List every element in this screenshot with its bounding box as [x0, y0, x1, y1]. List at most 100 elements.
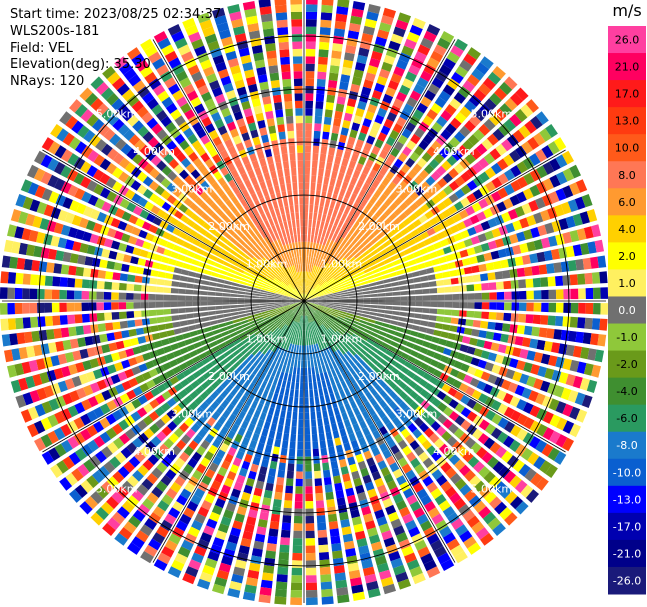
ray-gate [291, 419, 297, 427]
ray-gate [296, 301, 304, 303]
ray-gate [323, 417, 330, 426]
ray-gate [439, 372, 449, 382]
ray-gate [200, 411, 210, 422]
ray-gate [239, 316, 248, 322]
ray-gate [325, 306, 333, 310]
ray-gate [312, 441, 319, 450]
ray-gate [338, 365, 345, 374]
ray-gate [249, 346, 257, 354]
ray-gate [404, 38, 417, 50]
ray-gate [250, 129, 259, 139]
ray-gate [373, 403, 382, 413]
ray-gate [95, 139, 107, 152]
ray-gate [255, 317, 264, 322]
ray-gate [0, 318, 9, 331]
ray-gate [572, 213, 583, 227]
ray-gate [343, 353, 351, 361]
ray-gate [305, 145, 312, 153]
ray-gate [404, 196, 414, 206]
ray-gate [209, 80, 221, 91]
ray-gate [310, 264, 314, 273]
ray-gate [355, 397, 363, 407]
ray-gate [136, 184, 148, 195]
ray-gate [410, 330, 419, 337]
ray-gate [246, 312, 254, 316]
ray-gate [417, 546, 431, 558]
ray-gate [478, 393, 489, 404]
ray-gate [167, 421, 178, 432]
ray-gate [444, 302, 453, 308]
ray-gate [153, 253, 163, 262]
ray-gate [333, 186, 340, 195]
ray-gate [478, 83, 492, 96]
ray-gate [453, 360, 463, 370]
ray-gate [160, 189, 171, 200]
ray-gate [416, 353, 426, 361]
ray-gate [458, 276, 467, 284]
ray-gate [364, 192, 372, 201]
ray-gate [503, 183, 515, 196]
ray-gate [200, 381, 210, 390]
ray-gate [148, 309, 157, 317]
ray-gate [297, 279, 301, 287]
ray-gate [89, 280, 98, 289]
ray-gate [170, 251, 179, 259]
ray-gate [304, 204, 309, 213]
ray-gate [474, 109, 487, 122]
ray-gate [331, 233, 338, 242]
ray-gate [183, 507, 195, 519]
ray-gate [267, 57, 278, 67]
ray-gate [212, 329, 221, 335]
ray-gate [308, 227, 312, 235]
ray-gate [227, 162, 236, 172]
ray-gate [453, 428, 465, 439]
ray-gate [290, 433, 297, 442]
ray-gate [487, 456, 499, 469]
ring-label: 1.00km [246, 332, 288, 345]
ray-gate [306, 4, 318, 12]
ray-gate [464, 100, 477, 113]
ray-gate [413, 507, 425, 519]
ray-gate [62, 197, 73, 209]
ray-gate [150, 436, 162, 447]
ray-gate [319, 221, 325, 230]
ray-gate [294, 508, 303, 517]
ray-gate [197, 506, 209, 518]
ray-gate [326, 256, 332, 264]
ray-gate [562, 274, 571, 286]
ray-gate [415, 338, 424, 346]
ray-gate [148, 78, 162, 90]
ray-gate [382, 93, 394, 104]
ray-gate [282, 433, 290, 442]
ray-gate [160, 519, 173, 532]
ray-gate [137, 464, 149, 477]
ray-gate [424, 427, 435, 438]
ray-gate [341, 181, 349, 190]
ray-gate [487, 352, 498, 362]
ray-gate [530, 364, 540, 375]
ray-gate [256, 215, 263, 224]
ray-gate [188, 229, 198, 238]
ray-gate [348, 235, 355, 243]
ray-gate [240, 261, 248, 268]
ray-gate [558, 371, 569, 384]
ray-gate [409, 202, 419, 212]
ray-gate [375, 156, 385, 166]
ray-gate [253, 310, 261, 315]
ray-gate [141, 478, 154, 491]
ray-gate [234, 201, 243, 211]
ray-gate [436, 165, 447, 176]
ray-gate [285, 268, 291, 276]
ray-gate [497, 344, 507, 354]
ray-gate [113, 194, 124, 206]
ray-gate [265, 349, 272, 357]
ray-gate [265, 382, 272, 391]
ray-gate [481, 451, 494, 464]
ray-gate [282, 296, 290, 299]
ray-gate [278, 176, 285, 185]
ray-gate [399, 84, 411, 96]
ray-gate [384, 395, 393, 405]
ray-gate [211, 86, 223, 98]
ray-gate [275, 292, 283, 296]
ray-gate [360, 443, 370, 453]
